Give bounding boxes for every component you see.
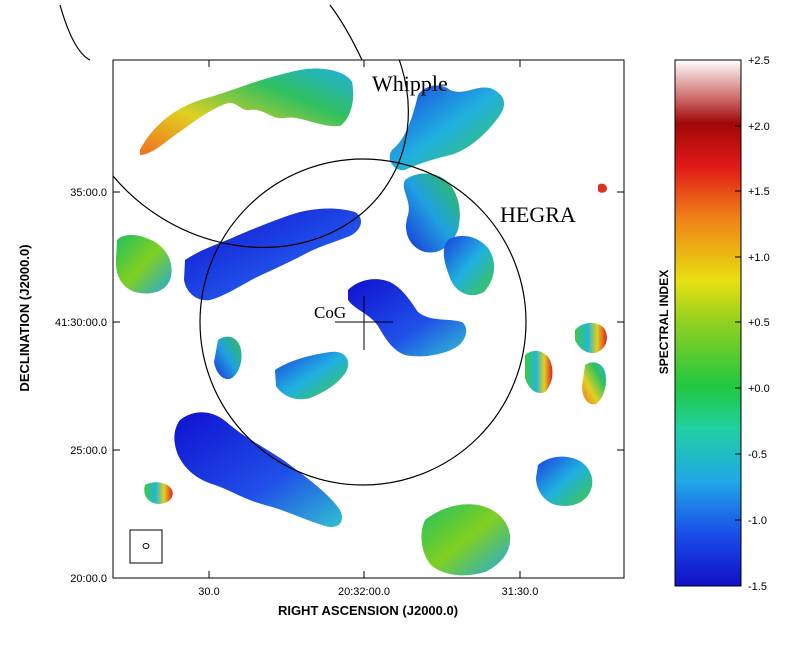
colorbar-tick-label: -0.5 (748, 449, 767, 461)
colorbar (674, 59, 742, 587)
y-tick-label: 20:00.0 (70, 573, 107, 585)
map-region (389, 85, 505, 171)
colorbar-title: SPECTRAL INDEX (657, 270, 671, 374)
map-region (174, 412, 343, 528)
map-region (275, 351, 349, 400)
map-region (575, 322, 607, 354)
map-region (184, 208, 362, 301)
cog-label: CoG (314, 303, 346, 322)
hegra-circle (199, 158, 527, 486)
colorbar-tick-label: +2.5 (748, 55, 770, 67)
beam-ellipse (142, 543, 150, 549)
heatmap-layer (115, 68, 607, 576)
y-tick-label: 25:00.0 (70, 445, 107, 457)
map-region (582, 362, 606, 405)
x-axis-title: RIGHT ASCENSION (J2000.0) (278, 603, 458, 618)
x-tick-label: 30.0 (198, 586, 219, 598)
colorbar-tick-label: +0.5 (748, 317, 770, 329)
y-tick-label: 41:30:00.0 (55, 317, 107, 329)
map-region (115, 234, 172, 294)
colorbar-tick-label: +1.0 (748, 252, 770, 264)
colorbar-tick-label: -1.5 (748, 581, 767, 593)
whipple-ellipse (113, 60, 409, 249)
colorbar-tick-label: +0.0 (748, 383, 770, 395)
whipple-ellipse-outside (329, 4, 363, 61)
x-ticks (208, 60, 521, 578)
plot-frame (112, 59, 625, 579)
beam-box (129, 529, 163, 564)
map-region (214, 336, 242, 380)
map-region (598, 183, 607, 193)
map-region (144, 482, 173, 504)
y-ticks (113, 191, 624, 579)
whipple-label: Whipple (372, 71, 448, 96)
map-region (140, 68, 354, 155)
cog-marker (335, 296, 393, 350)
map-region (421, 504, 511, 576)
whipple-ellipse-outside (59, 4, 91, 61)
map-region (525, 350, 553, 394)
map-region (443, 235, 495, 296)
y-axis-title: DECLINATION (J2000.0) (17, 244, 32, 391)
map-region (403, 173, 460, 253)
x-tick-label: 31:30.0 (502, 586, 539, 598)
colorbar-tick-labels: +2.5 +2.0 +1.5 +1.0 +0.5 +0.0 -0.5 -1.0 … (748, 55, 770, 593)
colorbar-tick-label: -1.0 (748, 515, 767, 527)
y-tick-label: 35:00.0 (70, 187, 107, 199)
map-region (348, 279, 467, 357)
colorbar-ticks (735, 59, 741, 587)
contour-overlay (113, 60, 527, 486)
map-region (536, 456, 593, 506)
hegra-label: HEGRA (500, 202, 576, 227)
colorbar-tick-label: +1.5 (748, 186, 770, 198)
colorbar-tick-label: +2.0 (748, 121, 770, 133)
x-tick-label: 20:32:00.0 (338, 586, 390, 598)
